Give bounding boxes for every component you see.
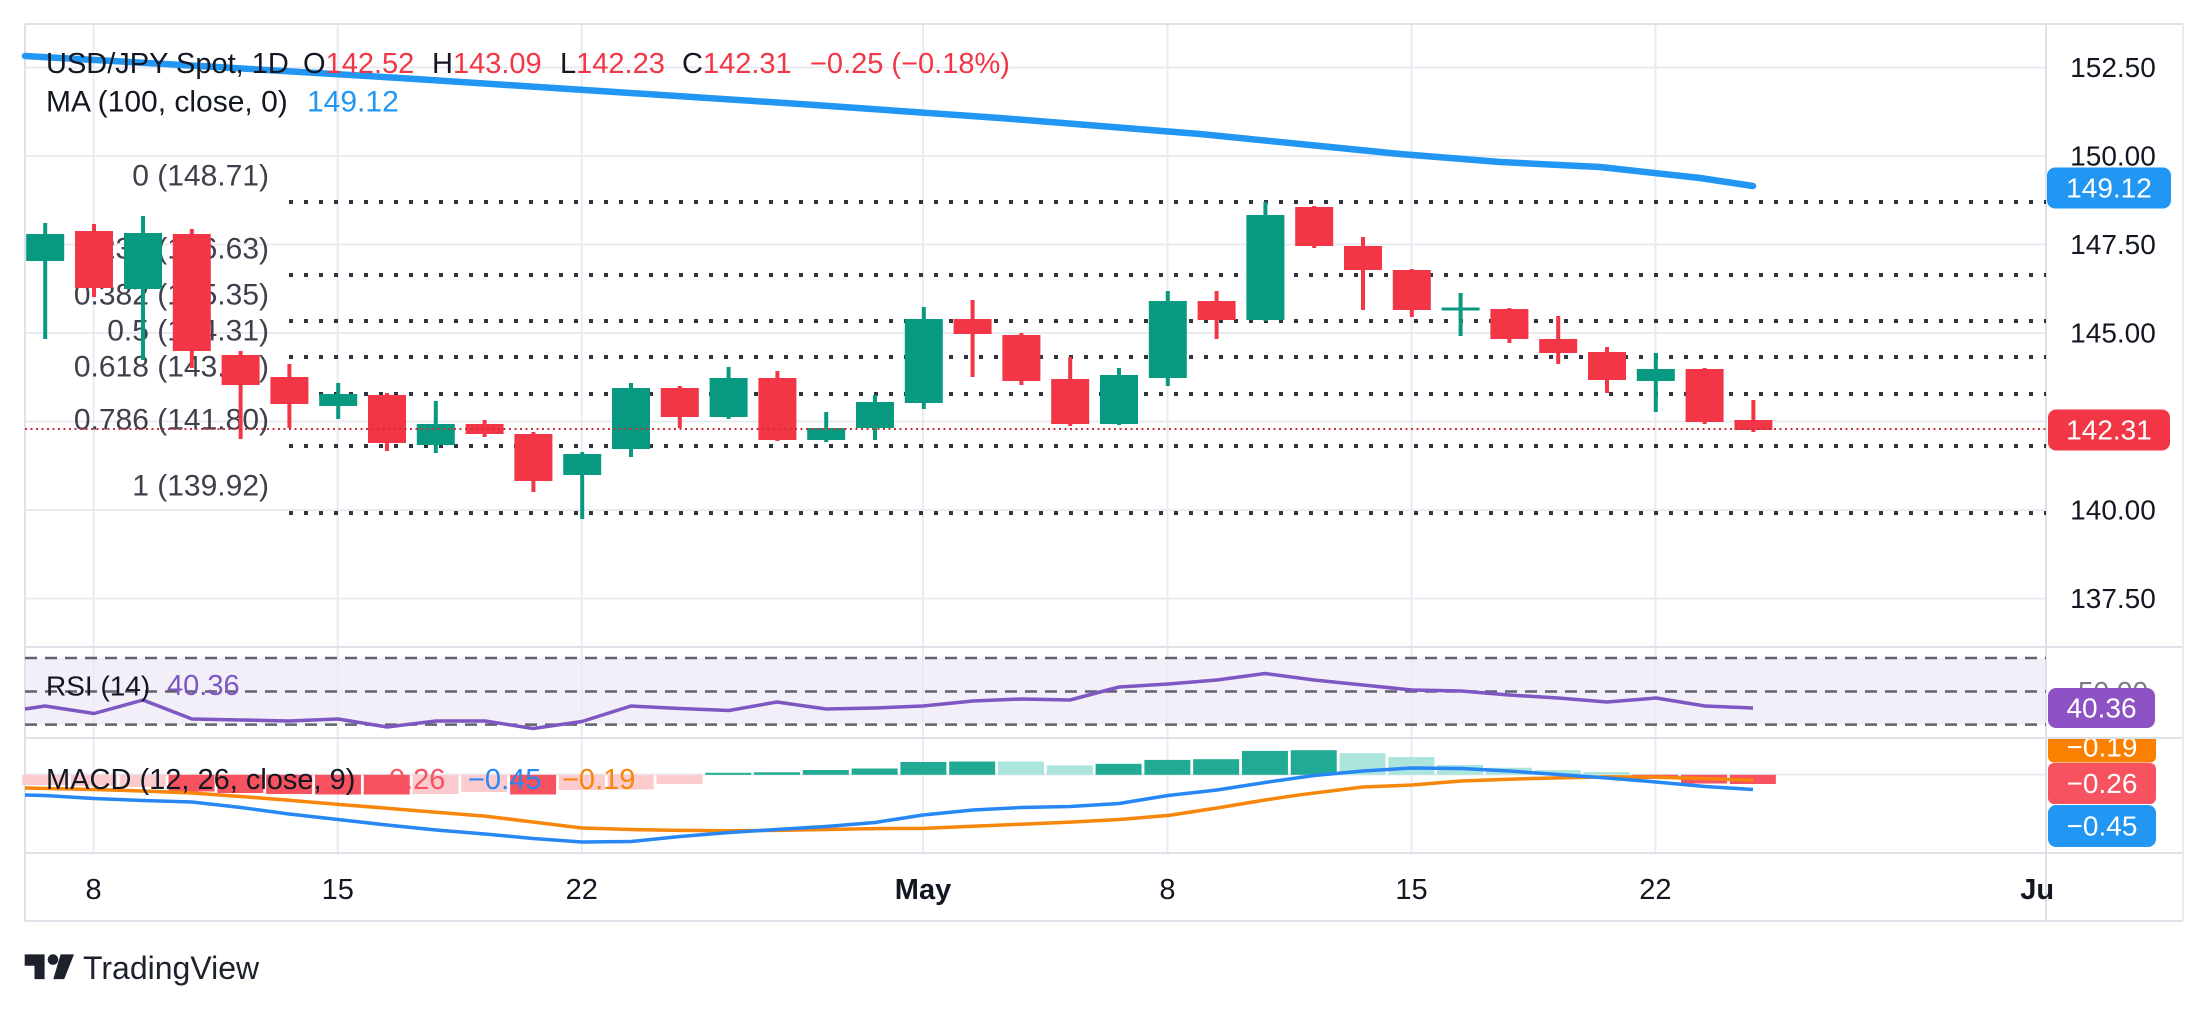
svg-text:H143.09: H143.09 bbox=[432, 48, 542, 80]
svg-text:149.12: 149.12 bbox=[2066, 173, 2152, 204]
svg-text:−0.19: −0.19 bbox=[2067, 732, 2138, 763]
svg-text:L142.23: L142.23 bbox=[560, 48, 665, 80]
svg-text:137.50: 137.50 bbox=[2070, 583, 2156, 614]
svg-text:RSI (14): RSI (14) bbox=[46, 671, 150, 702]
svg-text:0.786 (141.80): 0.786 (141.80) bbox=[74, 404, 269, 437]
svg-text:22: 22 bbox=[1639, 874, 1671, 906]
svg-text:O142.52: O142.52 bbox=[303, 48, 414, 80]
svg-text:May: May bbox=[895, 874, 951, 906]
svg-text:TradingView: TradingView bbox=[83, 950, 260, 986]
svg-text:−0.45: −0.45 bbox=[468, 764, 541, 796]
svg-text:22: 22 bbox=[566, 874, 598, 906]
svg-text:−0.26: −0.26 bbox=[372, 764, 445, 796]
svg-text:MACD (12, 26, close, 9): MACD (12, 26, close, 9) bbox=[46, 764, 355, 796]
svg-text:8: 8 bbox=[86, 874, 102, 906]
svg-text:8: 8 bbox=[1159, 874, 1175, 906]
svg-text:15: 15 bbox=[322, 874, 354, 906]
svg-text:149.12: 149.12 bbox=[307, 86, 399, 119]
svg-text:152.50: 152.50 bbox=[2070, 52, 2156, 83]
svg-text:−0.26: −0.26 bbox=[2067, 768, 2138, 799]
svg-text:145.00: 145.00 bbox=[2070, 318, 2156, 349]
svg-text:MA (100, close, 0): MA (100, close, 0) bbox=[46, 86, 288, 119]
svg-text:40.36: 40.36 bbox=[2066, 693, 2136, 724]
svg-text:USD/JPY Spot, 1D: USD/JPY Spot, 1D bbox=[46, 48, 289, 80]
svg-text:140.00: 140.00 bbox=[2070, 495, 2156, 526]
svg-text:40.36: 40.36 bbox=[167, 670, 240, 702]
svg-text:−0.25 (−0.18%): −0.25 (−0.18%) bbox=[810, 48, 1010, 80]
svg-text:Jun: Jun bbox=[2020, 874, 2072, 906]
svg-text:0 (148.71): 0 (148.71) bbox=[132, 160, 269, 193]
svg-text:−0.19: −0.19 bbox=[562, 764, 635, 796]
svg-text:C142.31: C142.31 bbox=[682, 48, 792, 80]
svg-text:−0.45: −0.45 bbox=[2067, 811, 2138, 842]
svg-text:150.00: 150.00 bbox=[2070, 141, 2156, 172]
svg-text:147.50: 147.50 bbox=[2070, 229, 2156, 260]
svg-text:142.31: 142.31 bbox=[2066, 415, 2152, 446]
svg-text:15: 15 bbox=[1395, 874, 1427, 906]
svg-text:1 (139.92): 1 (139.92) bbox=[132, 470, 269, 503]
